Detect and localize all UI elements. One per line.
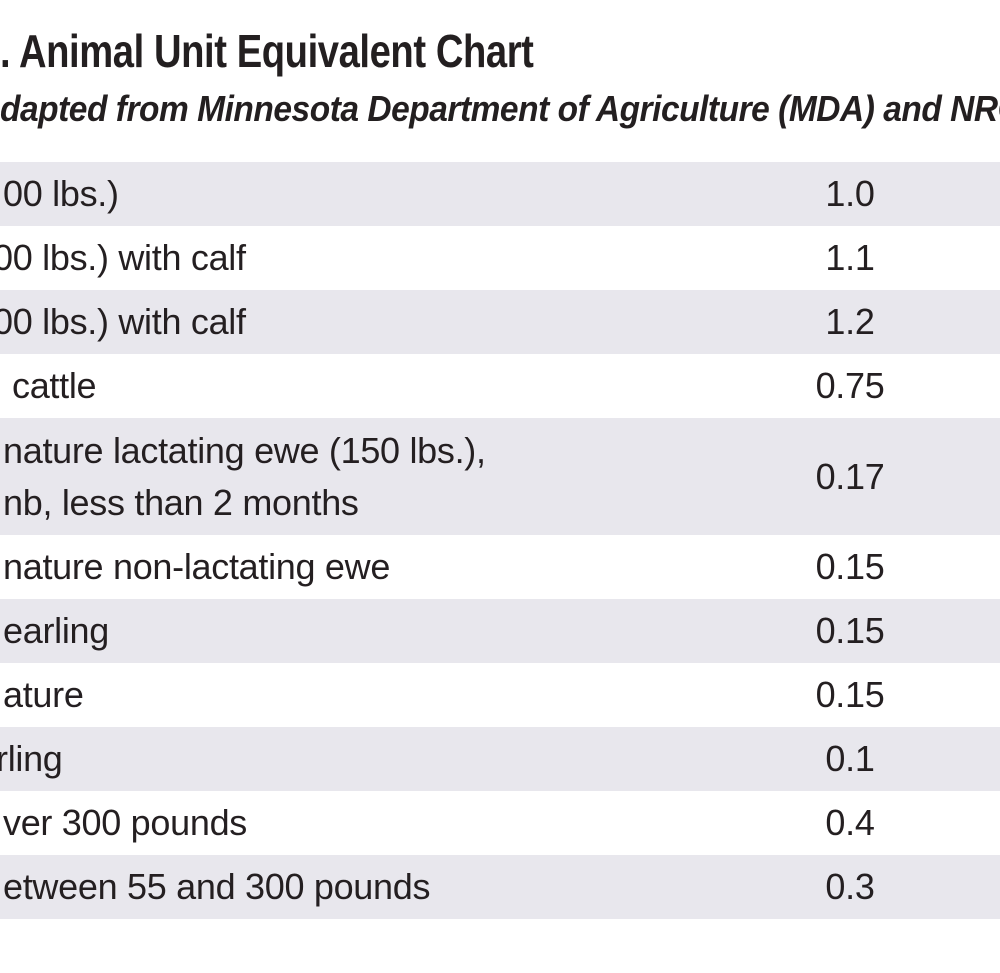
table-row: rling 0.1 [0, 727, 1000, 791]
table-row: 00 lbs.) with calf 1.1 [0, 226, 1000, 290]
table-row: ver 300 pounds 0.4 [0, 791, 1000, 855]
animal-label: ature [3, 674, 84, 715]
table-row: earling 0.15 [0, 599, 1000, 663]
aue-value: 1.0 [825, 173, 875, 214]
aue-value: 0.3 [825, 866, 875, 907]
animal-unit-equivalent-table: 00 lbs.) 1.0 00 lbs.) with calf 1.1 00 l… [0, 162, 1000, 919]
table-row: 00 lbs.) 1.0 [0, 162, 1000, 226]
animal-label: nature non-lactating ewe [3, 546, 391, 587]
aue-value: 0.4 [825, 802, 875, 843]
table-row: cattle 0.75 [0, 354, 1000, 418]
animal-label-line-2: nb, less than 2 months [3, 481, 359, 523]
animal-label-line-1: nature lactating ewe (150 lbs.), [3, 429, 486, 471]
aue-value: 0.75 [815, 365, 885, 406]
table-row: nature non-lactating ewe 0.15 [0, 535, 1000, 599]
table-row: nature lactating ewe (150 lbs.), nb, les… [0, 418, 1000, 535]
aue-value: 0.15 [815, 610, 885, 651]
page-subtitle: dapted from Minnesota Department of Agri… [0, 88, 1000, 129]
animal-label: cattle [12, 365, 97, 406]
aue-value: 0.15 [815, 674, 885, 715]
animal-label: etween 55 and 300 pounds [3, 866, 431, 907]
aue-value: 0.15 [815, 546, 885, 587]
animal-label: rling [0, 738, 63, 779]
animal-label: nature lactating ewe (150 lbs.), nb, les… [0, 425, 700, 529]
table-row: 00 lbs.) with calf 1.2 [0, 290, 1000, 354]
animal-label: earling [3, 610, 109, 651]
aue-value: 0.17 [815, 455, 885, 497]
table-row: etween 55 and 300 pounds 0.3 [0, 855, 1000, 919]
animal-label: 00 lbs.) with calf [0, 237, 246, 278]
animal-label: 00 lbs.) [3, 173, 119, 214]
aue-value: 0.1 [825, 738, 875, 779]
animal-label: ver 300 pounds [3, 802, 247, 843]
aue-value: 1.1 [825, 237, 875, 278]
animal-label: 00 lbs.) with calf [0, 301, 246, 342]
page-title: . Animal Unit Equivalent Chart [0, 25, 534, 77]
table-row: ature 0.15 [0, 663, 1000, 727]
aue-value: 1.2 [825, 301, 875, 342]
